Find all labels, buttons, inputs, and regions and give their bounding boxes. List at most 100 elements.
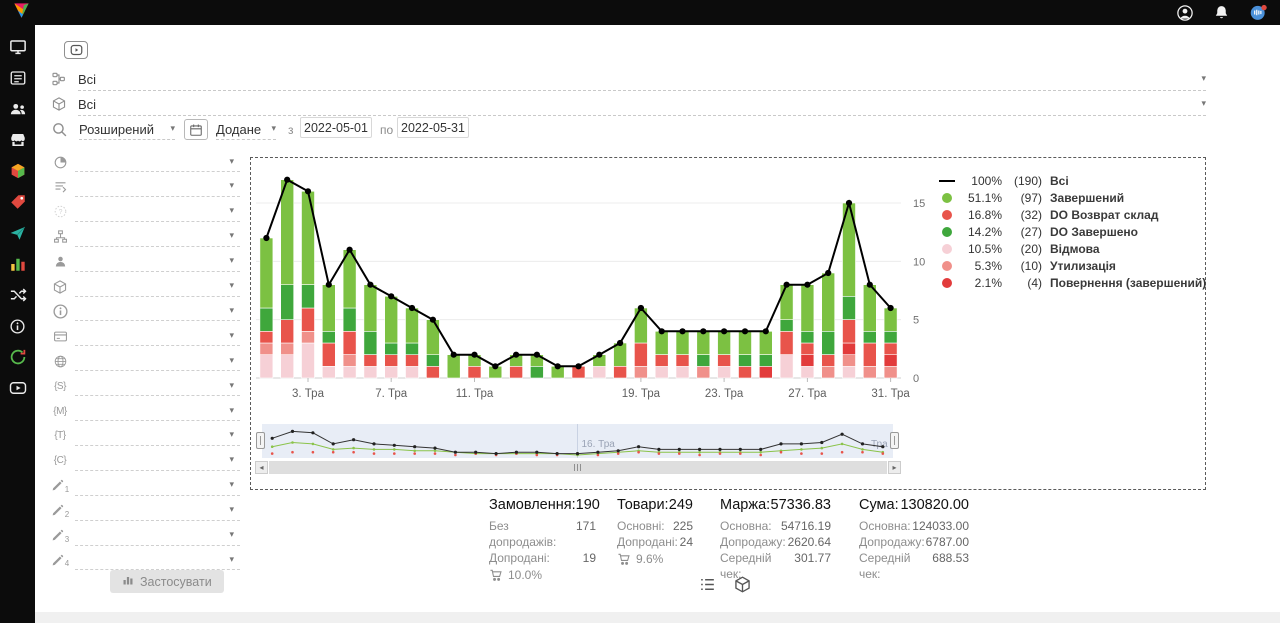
legend-item[interactable]: 100% (190) Всі [936, 172, 1206, 189]
chevron-down-icon: ▾ [271, 124, 276, 134]
filter-utm-source[interactable]: ▾ [75, 376, 240, 397]
video-hint-button[interactable] [64, 41, 88, 59]
info-icon [49, 303, 71, 319]
sidebar-item-video[interactable] [7, 379, 29, 397]
sidebar [0, 25, 35, 623]
scrollbar-thumb[interactable] [270, 462, 886, 473]
filter-order-phase[interactable]: ▾ [75, 152, 240, 172]
navigator-right-handle[interactable] [890, 432, 899, 449]
legend-item[interactable]: 51.1% (97) Завершений [936, 189, 1206, 206]
calendar-button[interactable] [184, 119, 208, 140]
legend-label: Утилизація [1050, 258, 1116, 273]
intercom-icon[interactable] [1249, 3, 1268, 22]
filter-additional-info[interactable]: ▾ [75, 301, 240, 322]
chevron-down-icon: ▾ [229, 455, 234, 466]
sitemap-icon [49, 229, 71, 245]
scrollbar-track[interactable] [269, 461, 887, 474]
chevron-down-icon: ▾ [229, 530, 234, 540]
legend-item[interactable]: 2.1% (4) Повернення (завершений) [936, 274, 1206, 291]
legend-percent: 14.2% [967, 224, 1002, 239]
sidebar-item-sync[interactable] [7, 348, 29, 366]
page-bottom-strip [35, 612, 1280, 623]
sidebar-item-automation[interactable] [7, 286, 29, 304]
sidebar-item-analytics[interactable] [7, 255, 29, 273]
sidebar-item-store[interactable] [7, 131, 29, 149]
cart-icon [617, 552, 631, 566]
scrollbar-left-arrow[interactable]: ◂ [255, 461, 268, 474]
filter-custom-field-1[interactable]: ▾ [75, 476, 240, 496]
date-to-input[interactable]: 2022-05-31 [397, 117, 469, 138]
product-select[interactable]: Всі ▾ [78, 93, 1206, 116]
list-view-icon[interactable] [698, 575, 717, 599]
sidebar-item-help[interactable] [7, 317, 29, 335]
legend-label: Завершений [1050, 190, 1125, 205]
card-icon [49, 328, 71, 344]
legend-label: DO Завершено [1050, 224, 1139, 239]
hierarchy-icon [51, 71, 67, 87]
filter-product-type[interactable]: ▾ [75, 277, 240, 297]
info-icon [9, 318, 26, 335]
filter-undefined[interactable]: ▾ [75, 202, 240, 222]
status-group-select[interactable]: Всі ▾ [78, 68, 1206, 91]
sidebar-item-messages[interactable] [7, 224, 29, 242]
upsell-percent: 10.0% [489, 567, 596, 583]
orders-summary: Замовлення: 190 Без допродажів: 171 Допродан… [489, 497, 600, 583]
apply-button[interactable]: Застосувати [110, 570, 224, 593]
levels-icon [49, 179, 71, 195]
chevron-down-icon: ▾ [1201, 99, 1206, 109]
package-view-icon[interactable] [733, 575, 752, 599]
legend-item[interactable]: 5.3% (10) Утилизація [936, 257, 1206, 274]
orders-chart[interactable]: 0 5 10 15 3. Тра 7. Тра 11. Тра 19. Тра 23. Тра 2… [256, 160, 956, 410]
legend-label: Відмова [1050, 241, 1100, 256]
date-field-select[interactable]: Додане ▾ [216, 119, 276, 140]
cart-icon [489, 568, 503, 582]
avatar-icon[interactable] [1176, 4, 1194, 22]
filter-utm-medium[interactable]: ▾ [75, 401, 240, 421]
filter-structure[interactable]: ▾ [75, 227, 240, 247]
chevron-down-icon: ▾ [229, 405, 234, 416]
sidebar-item-offers[interactable] [7, 193, 29, 211]
logo[interactable] [12, 1, 31, 25]
bell-icon[interactable] [1213, 4, 1230, 21]
filter-order-levels[interactable]: ▾ [75, 177, 240, 197]
scrollbar-right-arrow[interactable]: ▸ [888, 461, 901, 474]
filter-custom-field-3[interactable]: ▾ [75, 526, 240, 546]
sidebar-item-desktop[interactable] [7, 38, 29, 56]
legend-dot-marker [936, 243, 958, 254]
filter-payment[interactable]: ▾ [75, 326, 240, 347]
navigator-left-handle[interactable] [256, 432, 265, 449]
svg-text:15: 15 [913, 198, 925, 210]
legend-item[interactable]: 14.2% (27) DO Завершено [936, 223, 1206, 240]
svg-text:19. Тра: 19. Тра [622, 388, 661, 400]
play-icon [9, 379, 27, 397]
chart-icon [9, 255, 27, 273]
svg-text:31. Тра: 31. Тра [871, 388, 910, 400]
filter-custom-field-4[interactable]: ▾ [75, 550, 240, 571]
svg-text:5: 5 [913, 315, 919, 327]
legend-item[interactable]: 10.5% (20) Відмова [936, 240, 1206, 257]
sidebar-item-orders[interactable] [7, 69, 29, 87]
refresh-icon [9, 348, 27, 366]
legend-item[interactable]: 16.8% (32) DO Возврат склад [936, 206, 1206, 223]
legend-count: (10) [1020, 258, 1042, 273]
legend-label: Повернення (завершений) [1050, 275, 1207, 290]
search-mode-select[interactable]: Розширений ▾ [79, 119, 175, 140]
summary-title: Маржа: 57336.83 [720, 497, 831, 513]
scrollbar-grip-icon [574, 464, 582, 471]
chart-navigator[interactable]: 16. Тра Тра [262, 424, 893, 458]
store-icon [9, 131, 27, 149]
search-mode-value: Розширений [79, 121, 154, 137]
chevron-down-icon: ▾ [229, 231, 234, 242]
date-from-input[interactable]: 2022-05-01 [300, 117, 372, 138]
sidebar-item-products[interactable] [7, 162, 29, 180]
svg-text:16. Тра: 16. Тра [582, 439, 616, 450]
legend-dot-marker [936, 192, 958, 203]
users-icon [9, 100, 27, 118]
filter-operator[interactable]: ▾ [75, 252, 240, 272]
filter-site[interactable]: ▾ [75, 351, 240, 372]
chevron-down-icon: ▾ [229, 430, 234, 441]
sidebar-item-clients[interactable] [7, 100, 29, 118]
filter-utm-term[interactable]: ▾ [75, 426, 240, 446]
filter-utm-campaign[interactable]: ▾ [75, 451, 240, 471]
filter-custom-field-2[interactable]: ▾ [75, 501, 240, 521]
